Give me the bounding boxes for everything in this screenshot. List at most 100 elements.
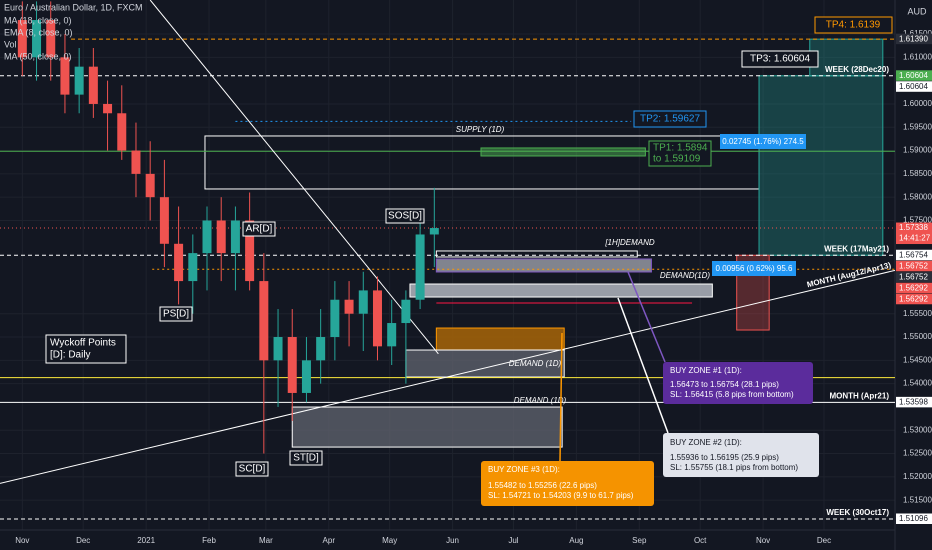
price-tag-label: 1.56752: [899, 272, 928, 281]
level-label: WEEK (30Oct17): [826, 508, 889, 517]
position-box: [712, 261, 796, 276]
label-box: [242, 221, 276, 237]
zone: [435, 258, 652, 273]
candle-body: [60, 57, 70, 95]
label-box: [235, 461, 269, 477]
y-tick-label: 1.61500: [903, 29, 932, 38]
y-tick-label: 1.52000: [903, 472, 932, 481]
label-box: [159, 306, 193, 322]
callout-connector: [617, 297, 669, 434]
wyckoff-point: SOS[D]: [388, 211, 422, 222]
candle-body: [330, 299, 340, 338]
zone: [758, 75, 884, 256]
x-tick-label: Jul: [508, 536, 518, 545]
price-tag-label: 1.56754: [899, 250, 928, 259]
candle-body: [103, 103, 113, 114]
x-tick-label: Jun: [446, 536, 459, 545]
candle-body: [401, 299, 411, 324]
x-tick-label: Nov: [15, 536, 29, 545]
level-label: MONTH (Apr21): [829, 391, 889, 400]
wyckoff-point: PS[D]: [163, 309, 189, 320]
price-tag: [896, 260, 932, 272]
candle-body: [429, 228, 439, 235]
price-tag-label: 1.51096: [899, 514, 928, 523]
price-tag: [896, 81, 932, 92]
candle-body: [287, 337, 297, 393]
candle-body: [74, 66, 84, 95]
candle-body: [316, 337, 326, 361]
callout-box: [663, 433, 819, 477]
callout-line: 1.55482 to 1.55256 (22.6 pips): [488, 481, 597, 490]
candle-body: [145, 173, 155, 198]
label-box: [385, 208, 425, 224]
candle-body: [174, 243, 184, 282]
callout-line: 1.55936 to 1.56195 (25.9 pips): [670, 453, 779, 462]
candle-body: [159, 197, 169, 244]
callout-line: SL: 1.55755 (18.1 pips from bottom): [670, 463, 798, 472]
candle-body: [344, 299, 354, 314]
x-tick-label: Aug: [569, 536, 583, 545]
position-label: 0.00956 (0.62%) 95.6: [716, 264, 793, 273]
y-tick-label: 1.52500: [903, 449, 932, 458]
wyckoff-point: SC[D]: [239, 464, 266, 475]
callout-line: SL: 1.56415 (5.8 pips from bottom): [670, 390, 794, 399]
zone: [409, 283, 713, 298]
zone-label: [1H]DEMAND: [604, 238, 655, 247]
y-tick-label: 1.57500: [903, 216, 932, 225]
y-tick-label: 1.60000: [903, 99, 932, 108]
tp-label: TP3: 1.60604: [750, 54, 810, 65]
x-tick-label: Feb: [202, 536, 216, 545]
y-tick-label: 1.55500: [903, 309, 932, 318]
x-tick-label: Apr: [323, 536, 336, 545]
price-tag-label: 1.56752: [899, 261, 928, 270]
callout-connector: [627, 271, 666, 363]
tp-label: TP2: 1.59627: [640, 114, 700, 125]
candle-body: [415, 234, 425, 300]
tp-box: [814, 16, 893, 34]
wyckoff-title: Wyckoff Points: [50, 338, 116, 349]
candle-body: [230, 220, 240, 254]
zone-label: DEMAND (1D): [514, 396, 567, 405]
price-tag: [896, 271, 932, 283]
price-tag-label: 1.61390: [899, 34, 928, 43]
candle-body: [216, 220, 226, 254]
y-tick-label: 1.58000: [903, 192, 932, 201]
zone: [435, 250, 638, 258]
tp-box: [633, 110, 707, 128]
price-tag: [896, 282, 932, 294]
callout-connector: [559, 332, 563, 462]
candle-body: [131, 150, 141, 174]
callout-line: 1.56473 to 1.56754 (28.1 pips): [670, 380, 779, 389]
zone-label: SUPPLY (1D): [456, 125, 505, 134]
price-tag-label: 1.57338: [899, 223, 928, 232]
wyckoff-point: ST[D]: [293, 453, 319, 464]
zone-label: DEMAND(1D): [660, 271, 711, 280]
price-tag-label: 1.56292: [899, 283, 928, 292]
candle-body: [387, 323, 397, 347]
y-tick-label: 1.54500: [903, 355, 932, 364]
y-tick-label: 1.59000: [903, 146, 932, 155]
x-tick-label: Dec: [817, 536, 831, 545]
price-tag-label: 1.56292: [899, 294, 928, 303]
level-label: WEEK (17May21): [824, 244, 889, 253]
y-tick-label: 1.61000: [903, 52, 932, 61]
candle-body: [273, 337, 283, 361]
candle-body: [17, 20, 27, 58]
candle-body: [88, 66, 98, 104]
candle-body: [117, 113, 127, 151]
position-label: 0.02745 (1.76%) 274.5: [722, 137, 804, 146]
price-tag: [896, 249, 932, 261]
wyckoff-point: AR[D]: [246, 224, 273, 235]
wyckoff-sub: [D]: Daily: [50, 350, 91, 361]
candle-body: [202, 220, 212, 254]
x-tick-label: Dec: [76, 536, 90, 545]
price-tag: [896, 293, 932, 305]
indicator: Vol: [4, 39, 17, 49]
overlay: Euro / Australian Dollar, 1D, FXCM MA (1…: [4, 2, 927, 506]
price-tag-label: 1.60604: [899, 82, 928, 91]
y-tick-label: 1.55000: [903, 332, 932, 341]
zone-label: DEMAND (1D): [509, 359, 562, 368]
candle-body: [46, 20, 56, 58]
price-tag-label: 1.60604: [899, 71, 928, 80]
indicator: EMA (8, close, 0): [4, 27, 73, 37]
